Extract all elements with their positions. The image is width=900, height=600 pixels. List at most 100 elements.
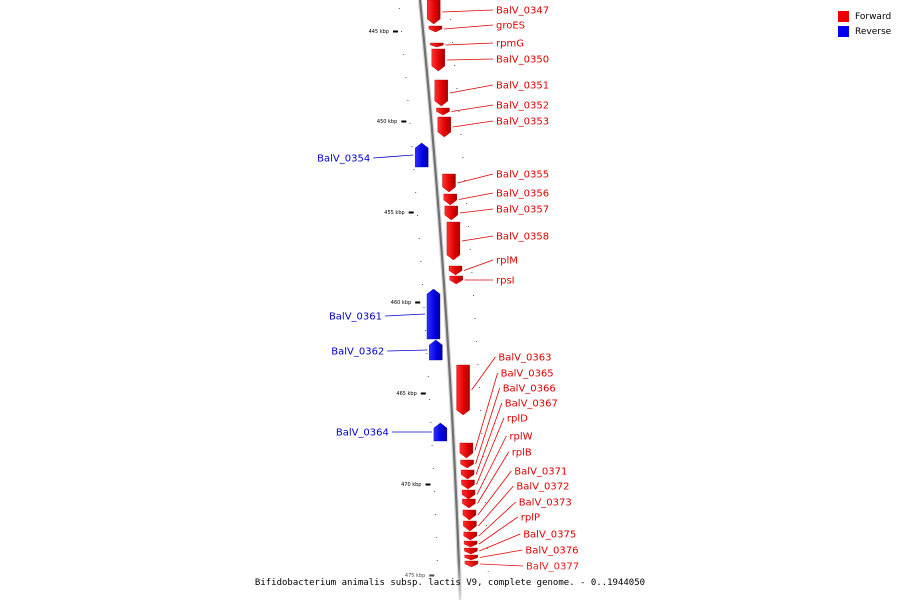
dot <box>409 123 411 124</box>
gene-BalV_0366[interactable] <box>460 459 474 469</box>
gene-label[interactable]: BalV_0361 <box>329 312 382 323</box>
gene-label[interactable]: BalV_0354 <box>317 154 370 165</box>
dot <box>458 111 460 112</box>
gene-label[interactable]: BalV_0375 <box>523 530 576 541</box>
dot <box>434 514 436 515</box>
gene-BalV_0356[interactable] <box>443 193 457 206</box>
dot <box>415 192 417 193</box>
gene-label[interactable]: BalV_0362 <box>331 347 384 358</box>
gene-label[interactable]: BalV_0350 <box>496 55 549 66</box>
legend-forward-label: Forward <box>855 11 892 22</box>
gene-label[interactable]: BalV_0352 <box>496 101 549 112</box>
gene-label[interactable]: rpsI <box>496 276 515 287</box>
gene-label[interactable]: rpmG <box>496 39 524 50</box>
scale-ticks: 445 kbp 450 kbp 455 kbp 460 kbp 465 kbp 470 k… <box>369 29 435 579</box>
dot <box>474 318 476 319</box>
gene-BalV_0357[interactable] <box>444 205 458 221</box>
gene-BalV_0363[interactable] <box>456 364 470 416</box>
gene-label[interactable]: rplD <box>507 414 528 425</box>
leader-line <box>373 154 414 159</box>
gene-features <box>415 0 479 568</box>
gene-BalV_0347[interactable] <box>427 0 441 25</box>
gene-label[interactable]: BalV_0376 <box>525 546 578 557</box>
gene-label[interactable]: BalV_0353 <box>496 117 549 128</box>
dot <box>460 134 462 135</box>
gene-BalV_0358[interactable] <box>446 221 461 261</box>
dot <box>481 433 483 434</box>
gene-BalV_0365[interactable] <box>459 442 474 459</box>
gene-BalV_0371[interactable] <box>462 509 477 521</box>
tick-label: 445 kbp <box>369 29 389 35</box>
leader-line <box>443 24 494 30</box>
dot <box>454 65 456 66</box>
tick-mark <box>425 483 431 486</box>
gene-label[interactable]: groES <box>496 21 525 32</box>
reverse-swatch <box>838 26 849 37</box>
gene-label[interactable]: BalV_0357 <box>496 205 549 216</box>
gene-label[interactable]: BalV_0372 <box>516 482 569 493</box>
gene-label[interactable]: rplM <box>496 256 518 267</box>
gene-BalV_0364[interactable] <box>433 422 448 442</box>
gene-BalV_0376[interactable] <box>464 554 478 561</box>
gene-label[interactable]: BalV_0373 <box>519 498 572 509</box>
gene-label[interactable]: BalV_0347 <box>496 6 549 17</box>
gene-label[interactable]: BalV_0364 <box>336 428 389 439</box>
gene-rpsI[interactable] <box>449 275 463 285</box>
dot <box>423 307 425 308</box>
tick-mark <box>420 392 426 395</box>
gene-BalV_0353[interactable] <box>437 116 451 138</box>
dot <box>413 169 415 170</box>
gene-label[interactable]: BalV_0365 <box>501 369 554 380</box>
leader-line <box>457 173 494 184</box>
gene-groES[interactable] <box>428 25 443 33</box>
dot <box>435 537 437 538</box>
dot <box>478 387 480 388</box>
gene-rplM[interactable] <box>448 265 463 276</box>
gene-rplD[interactable] <box>461 479 475 490</box>
gene-label[interactable]: rplW <box>509 432 532 443</box>
gene-BalV_0373[interactable] <box>463 531 477 541</box>
gene-label[interactable]: BalV_0366 <box>503 384 556 395</box>
gene-rplP[interactable] <box>463 540 478 548</box>
gene-BalV_0372[interactable] <box>463 520 477 532</box>
gene-rpmG[interactable] <box>430 42 444 48</box>
bottom-fade <box>0 560 900 600</box>
gene-BalV_0352[interactable] <box>436 107 450 116</box>
leader-line <box>479 549 523 558</box>
gene-label[interactable]: BalV_0358 <box>496 232 549 243</box>
leader-line <box>387 349 428 352</box>
dot <box>405 77 407 78</box>
leader-line <box>463 259 494 271</box>
gene-BalV_0354[interactable] <box>415 142 429 168</box>
dot <box>485 525 487 526</box>
leader-line <box>445 42 494 46</box>
gene-BalV_0361[interactable] <box>426 288 441 340</box>
gene-label[interactable]: rplB <box>512 448 532 459</box>
gene-label[interactable]: rplP <box>521 513 540 524</box>
leader-line <box>471 356 496 391</box>
gene-label[interactable]: BalV_0355 <box>496 170 549 181</box>
dot <box>486 548 488 549</box>
leader-line <box>476 435 507 495</box>
gene-BalV_0362[interactable] <box>429 339 443 361</box>
gene-label[interactable]: BalV_0367 <box>505 399 558 410</box>
gene-label[interactable]: BalV_0351 <box>496 81 549 92</box>
leader-line <box>478 485 514 527</box>
gene-BalV_0367[interactable] <box>460 469 475 480</box>
gene-label[interactable]: BalV_0363 <box>498 353 551 364</box>
leader-line <box>458 192 494 200</box>
forward-swatch <box>838 11 849 22</box>
dot <box>401 31 402 32</box>
gene-label[interactable]: BalV_0356 <box>496 189 549 200</box>
gene-BalV_0350[interactable] <box>431 48 445 72</box>
gene-rplW[interactable] <box>461 489 476 500</box>
gene-BalV_0375[interactable] <box>464 547 478 555</box>
gene-BalV_0355[interactable] <box>442 173 456 193</box>
gene-label[interactable]: BalV_0371 <box>514 467 567 478</box>
dot <box>469 249 471 250</box>
genome-caption: Bifidobacterium animalis subsp. lactis V… <box>254 578 646 588</box>
gene-BalV_0351[interactable] <box>434 79 448 107</box>
gene-rplB[interactable] <box>462 498 476 509</box>
dot <box>477 364 479 365</box>
dot <box>480 410 482 411</box>
